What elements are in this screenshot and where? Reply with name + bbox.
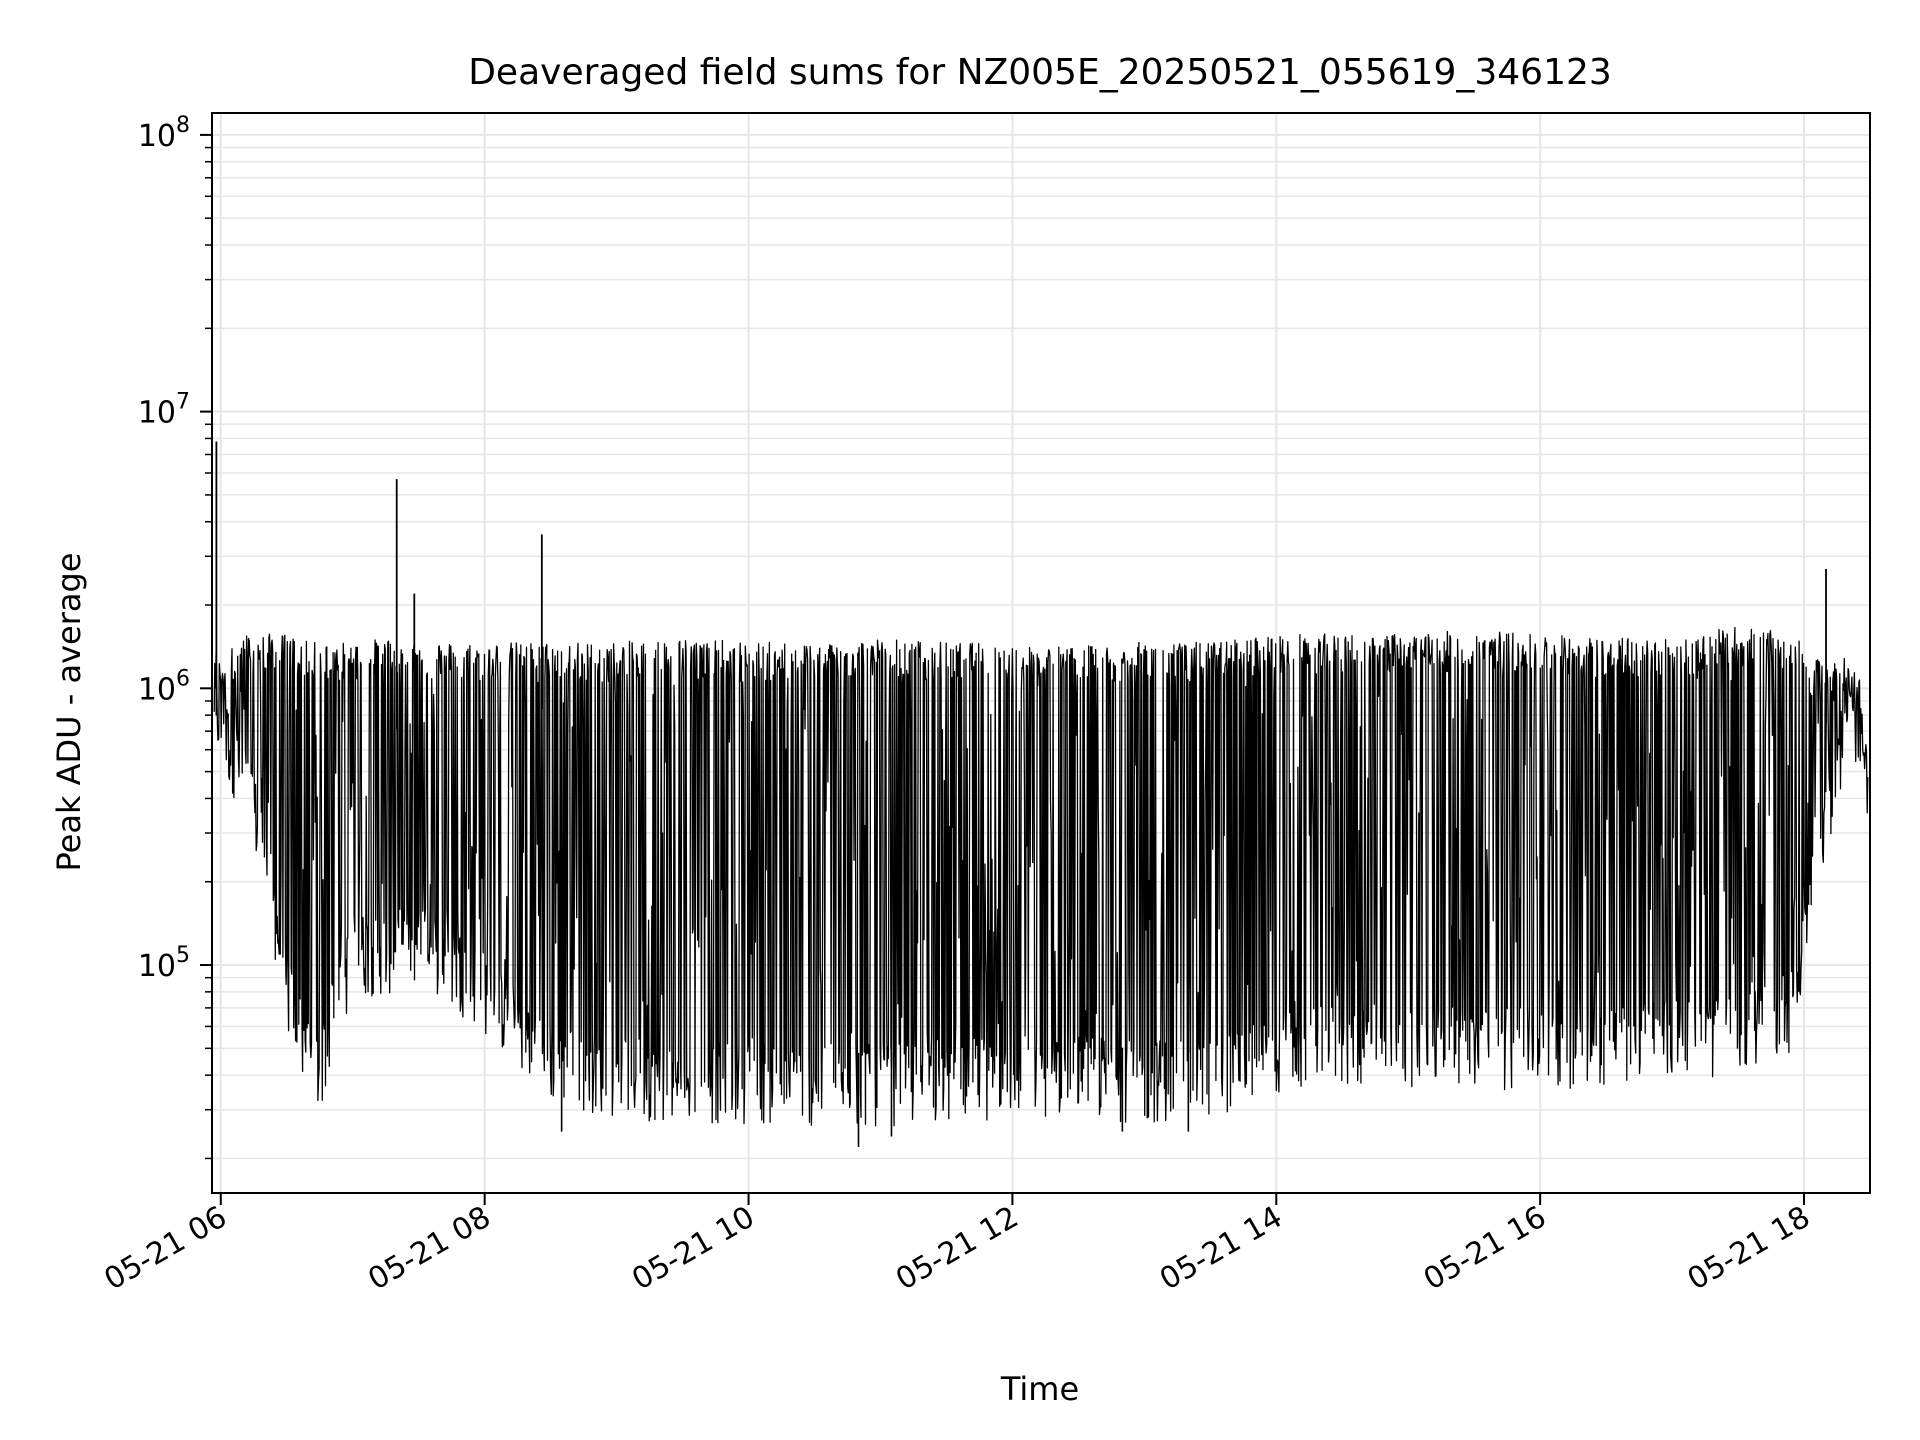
y-tick-label: 107 bbox=[138, 390, 190, 431]
x-axis-label: Time bbox=[1000, 1370, 1079, 1408]
y-tick-label: 106 bbox=[138, 666, 190, 707]
series-line bbox=[213, 626, 1869, 1127]
chart-title: Deaveraged field sums for NZ005E_2025052… bbox=[468, 52, 1612, 93]
plot-frame bbox=[211, 112, 1871, 1194]
y-axis-label: Peak ADU - average bbox=[50, 553, 88, 872]
y-tick-label: 108 bbox=[138, 113, 190, 154]
y-tick-label: 105 bbox=[138, 943, 190, 984]
